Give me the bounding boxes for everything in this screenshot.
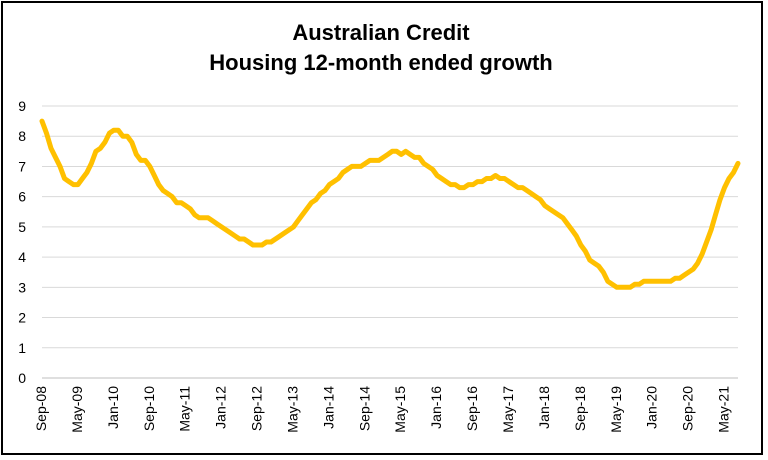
x-tick-label: May-09 — [69, 386, 85, 433]
x-tick-label: May-19 — [608, 386, 624, 433]
y-tick-label: 5 — [18, 219, 26, 235]
y-tick-label: 1 — [18, 340, 26, 356]
x-tick-label: Jan-10 — [105, 386, 121, 429]
chart-subtitle: Housing 12-month ended growth — [209, 50, 553, 75]
y-tick-label: 2 — [18, 310, 26, 326]
gridlines — [42, 105, 738, 379]
x-axis: Sep-08 May-09 Jan-10 Sep-10 May-11 Jan-12 Sep-… — [33, 386, 732, 433]
x-tick-label: Jan-18 — [536, 386, 552, 429]
x-tick-label: Sep-18 — [572, 386, 588, 431]
x-tick-label: Sep-08 — [33, 386, 49, 431]
x-tick-label: Sep-12 — [249, 386, 265, 431]
y-tick-label: 9 — [18, 98, 26, 114]
x-tick-label: Jan-16 — [428, 386, 444, 429]
y-tick-label: 6 — [18, 189, 26, 205]
x-tick-label: May-17 — [500, 386, 516, 433]
y-axis: 0 1 2 3 4 5 6 7 8 9 — [18, 98, 26, 386]
series-line-housing-credit-growth — [39, 118, 741, 290]
x-tick-label: May-13 — [284, 386, 300, 433]
chart-frame — [1, 1, 763, 455]
y-tick-label: 0 — [18, 370, 26, 386]
y-tick-label: 8 — [18, 128, 26, 144]
series-group — [39, 118, 741, 290]
x-tick-label: Jan-14 — [320, 386, 336, 429]
x-tick-label: Sep-14 — [356, 386, 372, 431]
x-tick-label: Jan-20 — [644, 386, 660, 429]
x-tick-label: Sep-20 — [680, 386, 696, 431]
x-tick-label: May-21 — [716, 386, 732, 433]
x-tick-label: May-11 — [177, 386, 193, 432]
y-tick-label: 4 — [18, 249, 26, 265]
y-tick-label: 7 — [18, 158, 26, 174]
chart-title-block: Australian Credit Housing 12-month ended… — [0, 18, 762, 78]
x-tick-label: Sep-16 — [464, 386, 480, 431]
y-tick-label: 3 — [18, 279, 26, 295]
x-tick-label: Jan-12 — [213, 386, 229, 429]
chart-title: Australian Credit — [292, 20, 470, 45]
x-tick-label: May-15 — [392, 386, 408, 433]
x-tick-label: Sep-10 — [141, 386, 157, 431]
